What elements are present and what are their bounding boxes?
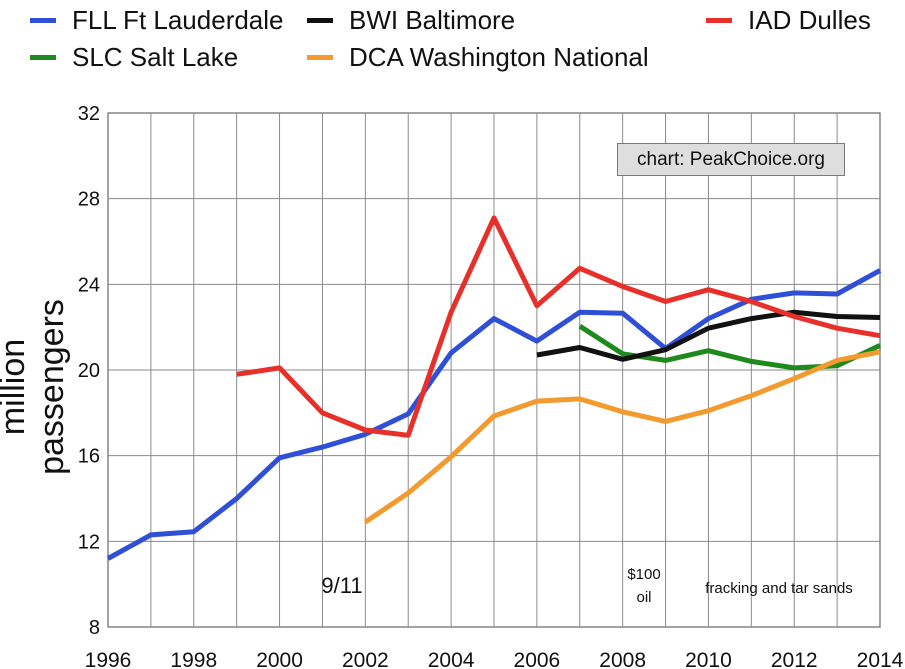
y-tick-label: 20 xyxy=(78,360,100,382)
legend-label-dca: DCA Washington National xyxy=(349,42,649,72)
x-tick-label: 2004 xyxy=(428,649,475,669)
source-watermark: chart: PeakChoice.org xyxy=(617,143,845,176)
series-line-dca xyxy=(363,349,881,525)
x-tick-label: 2002 xyxy=(342,649,389,669)
series-line-iad xyxy=(236,215,881,438)
legend-swatch-bwi xyxy=(307,18,333,23)
legend-item-slc: SLC Salt Lake xyxy=(30,42,238,73)
series-line-bwi xyxy=(536,309,881,362)
chart-grid xyxy=(107,112,881,628)
y-tick-label: 28 xyxy=(78,189,100,211)
legend-swatch-slc xyxy=(30,55,56,60)
legend-label-bwi: BWI Baltimore xyxy=(349,5,516,35)
legend-swatch-dca xyxy=(307,55,333,60)
x-tick-label: 1998 xyxy=(170,649,217,669)
x-tick-label: 1996 xyxy=(85,649,132,669)
annotation-oil: oil xyxy=(636,589,652,606)
y-tick-label: 24 xyxy=(78,274,100,296)
annotation-100-dollar: $100 xyxy=(627,566,661,583)
legend-label-slc: SLC Salt Lake xyxy=(72,42,239,72)
chart-ticks: 8 12 16 20 24 28 32 1996 1998 2000 2002 2004 2006 200… xyxy=(78,103,904,669)
x-tick-label: 2014 xyxy=(857,649,904,669)
legend-label-iad: IAD Dulles xyxy=(748,5,871,35)
y-tick-label: 16 xyxy=(78,446,100,468)
x-tick-label: 2006 xyxy=(514,649,561,669)
x-tick-label: 2012 xyxy=(771,649,818,669)
x-tick-label: 2000 xyxy=(256,649,303,669)
annotation-9-11: 9/11 xyxy=(321,573,363,598)
legend-item-iad: IAD Dulles xyxy=(706,5,871,36)
chart-series xyxy=(106,215,882,561)
x-tick-label: 2010 xyxy=(685,649,732,669)
legend-item-bwi: BWI Baltimore xyxy=(307,5,515,36)
legend-item-fll: FLL Ft Lauderdale xyxy=(30,5,284,36)
legend-swatch-fll xyxy=(30,18,56,23)
x-tick-label: 2008 xyxy=(599,649,646,669)
annotation-fracking: fracking and tar sands xyxy=(705,580,853,597)
legend-label-fll: FLL Ft Lauderdale xyxy=(72,5,284,35)
legend-swatch-iad xyxy=(706,18,732,23)
legend-item-dca: DCA Washington National xyxy=(307,42,649,73)
y-tick-label: 32 xyxy=(78,103,100,125)
y-tick-label: 12 xyxy=(78,531,100,553)
y-tick-label: 8 xyxy=(89,617,100,639)
